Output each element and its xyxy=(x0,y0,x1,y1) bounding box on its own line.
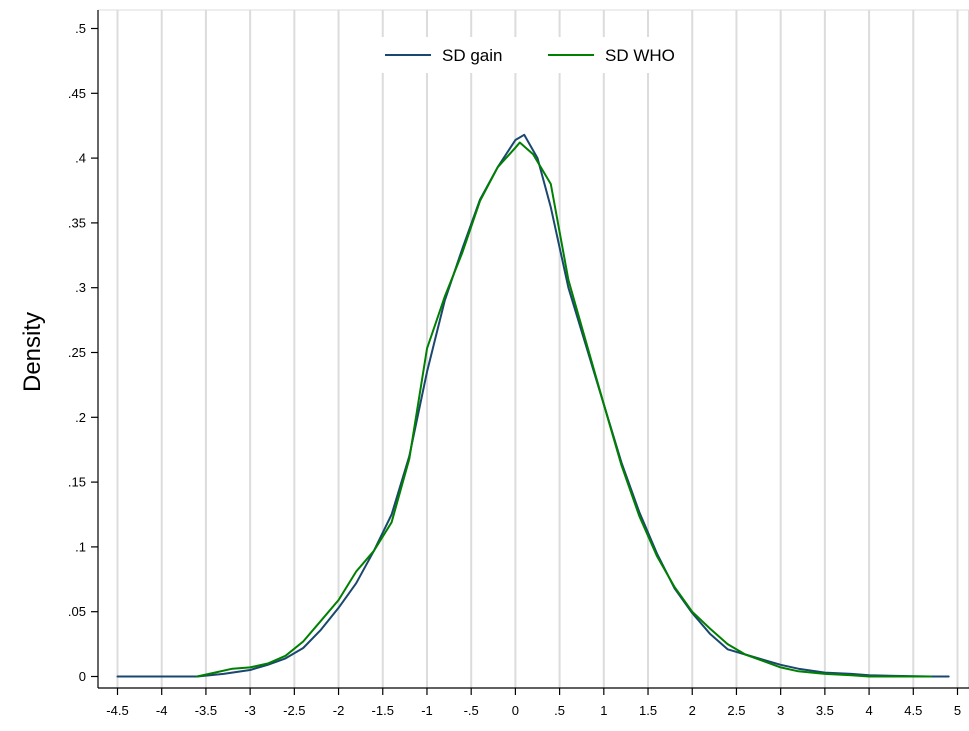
legend: SD gain SD WHO xyxy=(368,37,688,73)
x-tick-label: -.5 xyxy=(464,703,479,718)
y-axis-title: Density xyxy=(19,312,46,392)
x-tick-label: -3.5 xyxy=(195,703,217,718)
x-tick-label: 0 xyxy=(512,703,519,718)
legend-label: SD WHO xyxy=(605,46,675,65)
x-tick-label: -3 xyxy=(244,703,256,718)
y-tick-label: .5 xyxy=(75,21,86,36)
y-tick-label: .15 xyxy=(68,475,86,490)
gridlines xyxy=(116,10,959,688)
x-tick-label: 3 xyxy=(777,703,784,718)
series-line-sd-gain xyxy=(116,133,950,678)
y-tick-label: .25 xyxy=(68,345,86,360)
x-tick-label: -1 xyxy=(421,703,433,718)
x-tick-label: -4.5 xyxy=(106,703,128,718)
x-tick-label: -2 xyxy=(333,703,345,718)
x-tick-label: 4 xyxy=(865,703,872,718)
y-tick-label: 0 xyxy=(79,669,86,684)
y-tick-label: .2 xyxy=(75,410,86,425)
y-tick-label: .1 xyxy=(75,539,86,554)
x-tick-label: .5 xyxy=(554,703,565,718)
x-tick-label: 1.5 xyxy=(639,703,657,718)
x-tick-label: -4 xyxy=(156,703,168,718)
x-tick-label: -2.5 xyxy=(283,703,305,718)
x-tick-label: 1 xyxy=(600,703,607,718)
x-tick-label: 4.5 xyxy=(904,703,922,718)
y-tick-label: .4 xyxy=(75,151,86,166)
x-tick-label: 5 xyxy=(954,703,961,718)
x-tick-label: 3.5 xyxy=(816,703,834,718)
y-tick-label: .35 xyxy=(68,215,86,230)
legend-label: SD gain xyxy=(442,46,502,65)
y-tick-label: .3 xyxy=(75,280,86,295)
y-axis: 0 .05 .1 .15 .2 .25 .3 .35 .4 .45 .5 xyxy=(68,10,99,688)
x-tick-label: -1.5 xyxy=(372,703,394,718)
y-tick-label: .45 xyxy=(68,86,86,101)
x-axis: -4.5 -4 -3.5 -3 -2.5 -2 -1.5 -1 -.5 0 .5 1 1.5 2 2.5 3 3… xyxy=(98,687,969,718)
series-line-sd-who xyxy=(196,141,932,678)
x-tick-label: 2.5 xyxy=(727,703,745,718)
x-tick-label: 2 xyxy=(689,703,696,718)
series-lines xyxy=(116,133,950,678)
y-tick-label: .05 xyxy=(68,604,86,619)
